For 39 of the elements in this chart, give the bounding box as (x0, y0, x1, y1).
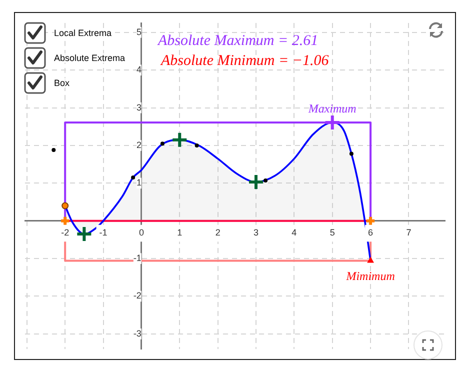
y-tick-label: -1 (133, 253, 142, 264)
x-tick-label: 6 (368, 228, 374, 238)
annotation: Maximum (307, 102, 357, 116)
y-tick-label: 5 (136, 26, 142, 37)
x-tick-label: 4 (292, 228, 297, 238)
x-tick-label: 0 (138, 228, 144, 238)
point (264, 178, 268, 183)
annotation: Mimimum (345, 268, 396, 283)
y-tick-label: -3 (133, 328, 142, 338)
x-tick-label: 1 (177, 228, 182, 238)
point (52, 148, 56, 152)
y-tick-label: 4 (136, 64, 142, 75)
annotation: Absolute Maximum = 2.61 (158, 33, 318, 50)
point (62, 202, 69, 210)
point (160, 142, 164, 146)
x-tick-label: -2 (61, 228, 70, 238)
x-tick-label: 2 (215, 228, 220, 238)
point (171, 131, 188, 148)
annotation: Absolute Extrema (54, 53, 126, 63)
x-tick-label: 3 (253, 228, 259, 238)
point (131, 176, 136, 180)
point (324, 114, 341, 131)
point (60, 215, 71, 226)
point (194, 143, 199, 148)
point (365, 215, 376, 226)
x-tick-label: 7 (406, 228, 412, 238)
annotation: Absolute Minimum = −1.06 (161, 53, 329, 70)
y-tick-label: 2 (136, 140, 142, 150)
y-tick-label: -2 (133, 290, 142, 301)
y-tick-label: 3 (136, 102, 142, 112)
x-tick-label: -1 (99, 228, 108, 238)
y-tick-label: 1 (136, 178, 142, 188)
point (349, 152, 354, 156)
annotation: Local Extrema (54, 28, 112, 38)
point (76, 226, 93, 243)
x-tick-label: 5 (330, 228, 335, 238)
point (367, 257, 374, 263)
annotation: Box (54, 78, 70, 88)
point (248, 174, 264, 191)
